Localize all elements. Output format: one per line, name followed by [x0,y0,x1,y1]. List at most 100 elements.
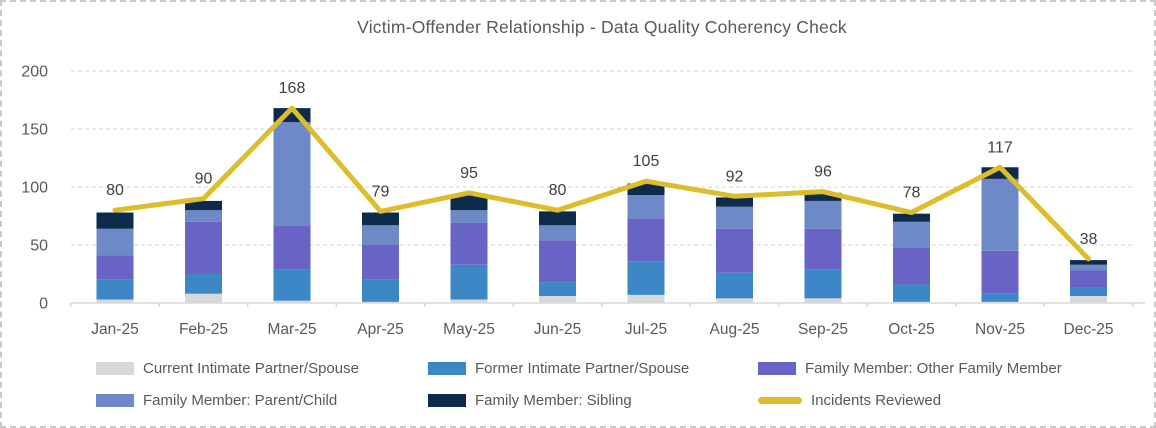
bar-segment-Apr-25[interactable] [362,212,399,226]
line-data-label: 80 [549,182,567,199]
bar-segment-Sep-25[interactable] [804,269,842,299]
bar-segment-Nov-25[interactable] [981,178,1019,251]
line-data-label: 168 [279,80,306,97]
bar-segment-May-25[interactable] [450,222,488,265]
bar-segment-May-25[interactable] [450,264,488,300]
bar-segment-Nov-25[interactable] [981,293,1019,302]
bar-segment-Aug-25[interactable] [716,197,753,207]
bar-segment-Jul-25[interactable] [627,261,665,295]
bar-segment-Jul-25[interactable] [627,294,665,303]
bar-segment-Dec-25[interactable] [1070,270,1107,288]
chart-legend: Current Intimate Partner/Spouse Former I… [96,358,1088,411]
y-tick-label: 100 [21,180,48,197]
bar-segment-Apr-25[interactable] [362,279,399,302]
bar-segment-Jan-25[interactable] [96,212,134,229]
bar-segment-Nov-25[interactable] [981,167,1019,179]
bar-segment-Sep-25[interactable] [804,200,842,229]
bar-segment-Jun-25[interactable] [539,225,576,241]
bar-segment-May-25[interactable] [450,299,488,303]
bar-segment-Jan-25[interactable] [96,299,134,303]
bar-segment-Oct-25[interactable] [893,213,930,222]
incidents-reviewed-line[interactable] [112,105,1091,262]
bar-segment-Jan-25[interactable] [96,279,134,300]
legend-swatch [758,362,796,375]
bar-segment-May-25[interactable] [450,195,488,211]
bar-segment-Feb-25[interactable] [185,293,222,303]
bar-segment-Oct-25[interactable] [893,284,930,302]
line-data-label: 90 [195,171,213,188]
x-axis-label: Apr-25 [357,321,404,338]
line-data-label: 105 [633,153,660,170]
bar-segment-Aug-25[interactable] [716,272,753,299]
bar-segment-Aug-25[interactable] [716,206,753,229]
bar-segment-Oct-25[interactable] [893,221,930,248]
bar-segment-Mar-25[interactable] [273,225,311,270]
bar-segment-Dec-25[interactable] [1070,260,1107,265]
legend-item-parent-child[interactable]: Family Member: Parent/Child [96,390,428,411]
y-tick-label: 150 [21,122,48,139]
legend-item-other-family-member[interactable]: Family Member: Other Family Member [758,358,1088,379]
bar-segment-Aug-25[interactable] [716,228,753,273]
x-axis-label: Jul-25 [625,321,667,338]
bar-segment-May-25[interactable] [450,210,488,223]
bar-segment-Jun-25[interactable] [539,282,576,297]
legend-item-sibling[interactable]: Family Member: Sibling [428,390,758,411]
bar-segment-Jan-25[interactable] [96,228,134,256]
bar-segment-Jul-25[interactable] [627,218,665,262]
x-axis-label: Oct-25 [888,321,935,338]
legend-line-swatch [758,397,802,404]
line-data-label: 80 [106,182,124,199]
bar-segment-Jan-25[interactable] [96,255,134,280]
legend-item-former-intimate-partner[interactable]: Former Intimate Partner/Spouse [428,358,758,379]
line-data-label: 117 [987,139,1013,156]
bar-segment-Apr-25[interactable] [362,301,399,303]
bar-segment-Mar-25[interactable] [273,269,311,301]
line-data-label: 79 [372,183,390,200]
x-axis-label: May-25 [443,321,495,338]
legend-item-incidents-reviewed[interactable]: Incidents Reviewed [758,390,1088,411]
bar-segment-Feb-25[interactable] [185,221,222,274]
bar-segment-Apr-25[interactable] [362,245,399,280]
bar-segment-Dec-25[interactable] [1070,296,1107,303]
bar-segment-Feb-25[interactable] [185,274,222,294]
bar-segment-Mar-25[interactable] [273,300,311,303]
legend-label: Family Member: Parent/Child [143,392,338,409]
bar-segment-Feb-25[interactable] [185,210,222,222]
legend-swatch [428,362,466,375]
line-data-label: 95 [460,165,478,182]
x-axis-label: Mar-25 [267,321,316,338]
bar-segment-Jun-25[interactable] [539,296,576,303]
bar-segment-Sep-25[interactable] [804,192,842,201]
bar-segment-Nov-25[interactable] [981,301,1019,303]
bar-segment-Sep-25[interactable] [804,228,842,270]
bar-segment-Dec-25[interactable] [1070,264,1107,271]
bar-segment-Nov-25[interactable] [981,250,1019,294]
legend-label: Current Intimate Partner/Spouse [143,360,359,377]
bar-segment-Dec-25[interactable] [1070,287,1107,297]
bar-segment-Jun-25[interactable] [539,211,576,226]
x-axis-label: Nov-25 [975,321,1025,338]
x-axis-label: Dec-25 [1064,321,1114,338]
bar-segment-Jun-25[interactable] [539,240,576,283]
line-data-label: 38 [1080,231,1098,248]
x-axis-label: Sep-25 [798,321,848,338]
legend-label: Family Member: Sibling [475,392,632,409]
legend-swatch [96,394,134,407]
bar-segment-Jul-25[interactable] [627,183,665,196]
line-data-label: 96 [814,164,832,181]
bar-segment-Feb-25[interactable] [185,200,222,211]
line-data-label: 92 [726,168,744,185]
bar-segment-Jul-25[interactable] [627,195,665,219]
y-tick-label: 200 [21,64,48,81]
bar-segment-Sep-25[interactable] [804,298,842,303]
y-tick-label: 50 [30,238,48,255]
line-data-label: 78 [903,185,921,202]
bar-segment-Oct-25[interactable] [893,301,930,303]
bar-segment-Apr-25[interactable] [362,225,399,245]
bar-segment-Oct-25[interactable] [893,247,930,285]
bar-segment-Aug-25[interactable] [716,298,753,303]
legend-item-current-intimate-partner[interactable]: Current Intimate Partner/Spouse [96,358,428,379]
legend-label: Former Intimate Partner/Spouse [475,360,690,377]
bar-segment-Mar-25[interactable] [273,122,311,226]
x-axis-label: Jun-25 [534,321,581,338]
